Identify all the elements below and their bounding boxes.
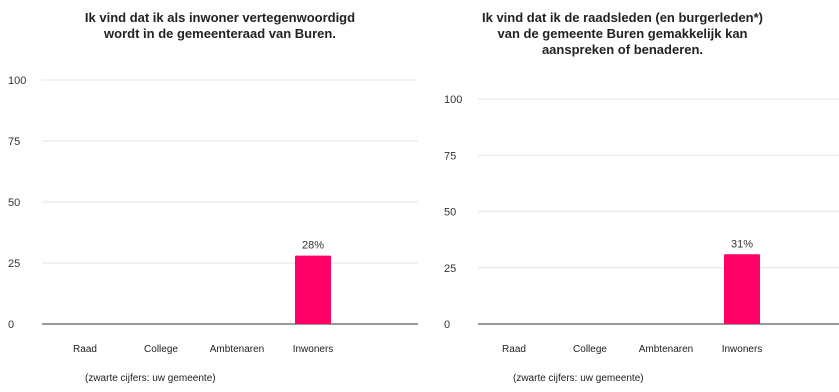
y-tick-label: 25 — [8, 258, 20, 270]
chart-title: Ik vind dat ik als inwoner vertegenwoord… — [84, 10, 356, 41]
x-category-label: Ambtenaren — [210, 344, 264, 355]
x-category-label: College — [144, 344, 178, 355]
y-tick-label: 25 — [444, 263, 456, 275]
chart-title: Ik vind dat ik de raadsleden (en burgerl… — [481, 10, 764, 57]
y-tick-label: 0 — [444, 319, 450, 331]
bar-inwoners — [724, 254, 760, 324]
footnote: (zwarte cijfers: uw gemeente) — [513, 373, 644, 384]
chart-panel-left: Ik vind dat ik als inwoner vertegenwoord… — [8, 10, 418, 384]
bar-chart: 0 25 50 75 100 Raad College Ambtenaren 28% Inwone… — [8, 75, 418, 355]
x-category-label: Inwoners — [722, 344, 763, 355]
y-tick-label: 50 — [8, 197, 20, 209]
data-label: 31% — [731, 238, 753, 250]
y-tick-label: 100 — [444, 94, 462, 106]
y-tick-label: 75 — [444, 150, 456, 162]
bar-inwoners — [295, 255, 331, 324]
y-tick-label: 75 — [8, 136, 20, 148]
y-tick-label: 100 — [8, 75, 26, 87]
x-category-label: Raad — [73, 344, 97, 355]
footnote: (zwarte cijfers: uw gemeente) — [85, 373, 216, 384]
y-tick-label: 50 — [444, 207, 456, 219]
bar-chart: 0 25 50 75 100 Raad College Ambtenaren 31% Inwone… — [444, 94, 839, 355]
x-category-label: Raad — [502, 344, 526, 355]
y-tick-label: 0 — [8, 319, 14, 331]
x-category-label: Inwoners — [293, 344, 334, 355]
chart-panel-right: Ik vind dat ik de raadsleden (en burgerl… — [420, 0, 839, 392]
x-category-label: Ambtenaren — [639, 344, 693, 355]
x-category-label: College — [573, 344, 607, 355]
data-label: 28% — [302, 240, 324, 252]
